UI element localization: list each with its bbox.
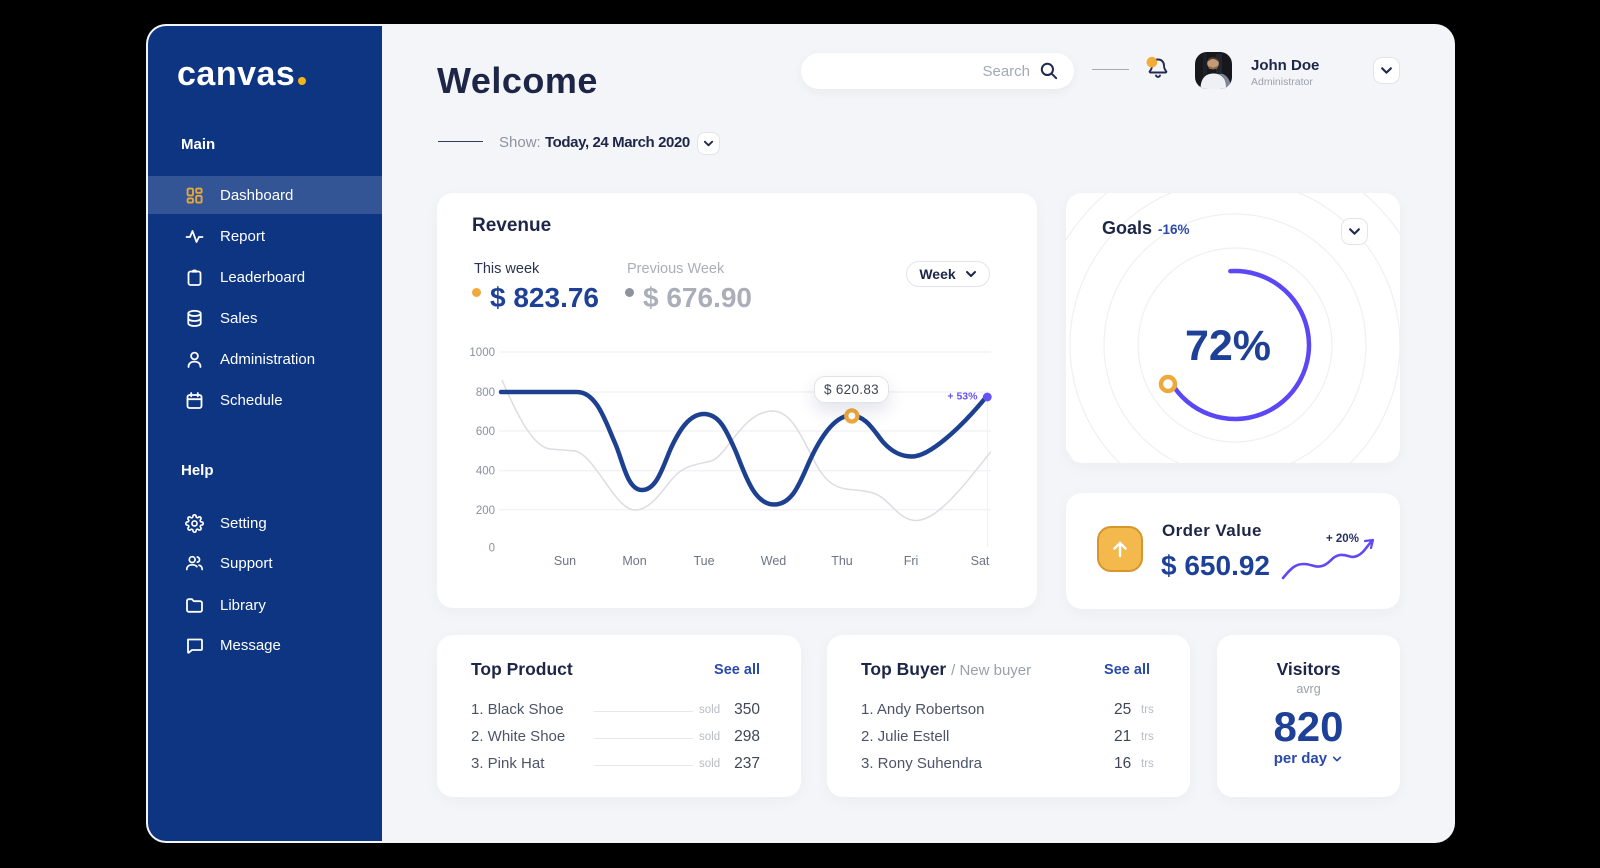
svg-text:Tue: Tue	[693, 554, 714, 568]
svg-text:200: 200	[476, 505, 495, 517]
svg-text:Fri: Fri	[904, 554, 919, 568]
svg-text:Sun: Sun	[554, 554, 576, 568]
svg-text:1000: 1000	[469, 347, 495, 359]
svg-text:400: 400	[476, 466, 495, 478]
svg-text:Mon: Mon	[622, 554, 646, 568]
svg-text:0: 0	[489, 543, 495, 555]
svg-text:Sat: Sat	[971, 554, 990, 568]
svg-text:800: 800	[476, 387, 495, 399]
svg-text:Wed: Wed	[761, 554, 787, 568]
svg-text:Thu: Thu	[831, 554, 853, 568]
svg-text:+ 53%: + 53%	[947, 391, 978, 403]
svg-text:600: 600	[476, 426, 495, 438]
